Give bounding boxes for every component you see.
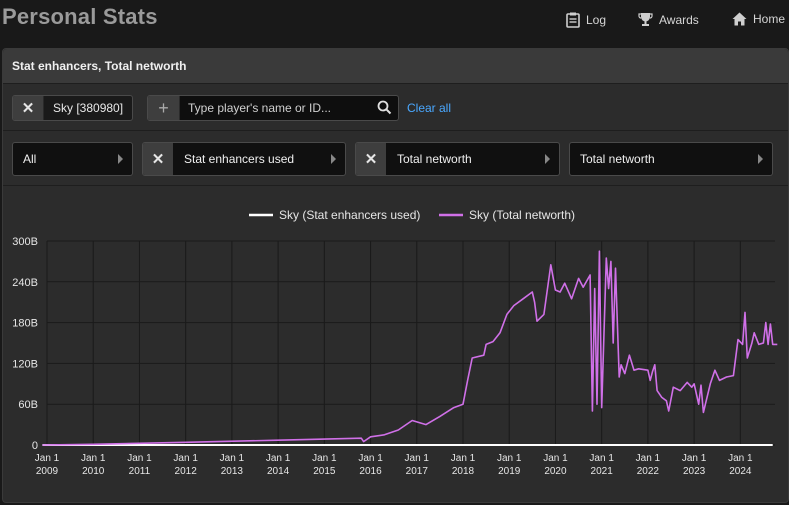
x-tick-label: Jan 1: [451, 453, 476, 464]
add-player-button[interactable]: +: [148, 96, 180, 120]
x-tick-label: 2013: [221, 466, 244, 477]
x-tick-label: Jan 1: [35, 453, 60, 464]
trophy-icon: [638, 13, 653, 26]
nav-home-label: Home: [753, 12, 786, 26]
page-title: Personal Stats: [2, 4, 158, 29]
filter-dropdown-stat-2[interactable]: ✕ Total networth: [355, 142, 560, 176]
x-tick-label: Jan 1: [220, 453, 245, 464]
x-tick-label: Jan 1: [728, 453, 753, 464]
y-tick-label: 300B: [12, 236, 38, 248]
x-tick-label: Jan 1: [543, 453, 568, 464]
nav-log-label: Log: [586, 13, 607, 27]
y-tick-label: 180B: [12, 318, 38, 330]
nav-log[interactable]: Log: [566, 12, 606, 28]
remove-stat-button[interactable]: ✕: [143, 143, 173, 175]
x-tick-label: Jan 1: [266, 453, 291, 464]
legend-label: Sky (Total networth): [469, 208, 575, 222]
remove-player-button[interactable]: ✕: [13, 96, 44, 120]
nav-home[interactable]: Home: [732, 12, 785, 26]
y-tick-label: 120B: [12, 358, 38, 370]
x-tick-label: 2012: [175, 466, 198, 477]
x-tick-label: Jan 1: [173, 453, 198, 464]
filter-dropdown-label: All: [23, 152, 37, 166]
x-tick-label: 2022: [637, 466, 660, 477]
x-tick-label: 2010: [82, 466, 105, 477]
filter-dropdown-category[interactable]: All: [12, 142, 133, 176]
nav-awards[interactable]: Awards: [638, 12, 699, 27]
chevron-right-icon: [545, 154, 550, 164]
search-icon[interactable]: [377, 100, 392, 115]
x-tick-label: 2011: [129, 466, 151, 477]
clear-all-link[interactable]: Clear all: [407, 101, 452, 115]
player-chip: ✕ Sky [380980]: [12, 95, 134, 121]
panel-title: Stat enhancers, Total networth: [12, 59, 187, 73]
x-tick-label: Jan 1: [497, 453, 522, 464]
filter-dropdown-stat-3[interactable]: Total networth: [569, 142, 773, 176]
home-icon: [732, 12, 747, 26]
filter-dropdown-label: Stat enhancers used: [184, 152, 295, 166]
x-tick-label: 2023: [683, 466, 706, 477]
divider: [3, 185, 788, 186]
x-tick-label: 2014: [267, 466, 290, 477]
filter-dropdown-label: Total networth: [580, 152, 655, 166]
y-tick-label: 0: [32, 440, 38, 452]
x-tick-label: 2017: [406, 466, 429, 477]
x-tick-label: 2020: [544, 466, 567, 477]
player-selector-row: ✕ Sky [380980] + Clear all: [3, 84, 788, 131]
x-tick-label: Jan 1: [312, 453, 337, 464]
y-tick-label: 240B: [12, 277, 38, 289]
panel-header: Stat enhancers, Total networth: [3, 49, 788, 84]
x-tick-label: 2021: [591, 466, 614, 477]
player-chip-label: Sky [380980]: [53, 101, 124, 115]
chevron-right-icon: [331, 154, 336, 164]
nav-awards-label: Awards: [659, 12, 699, 27]
x-tick-label: 2016: [359, 466, 382, 477]
log-icon: [566, 12, 580, 28]
chevron-right-icon: [758, 154, 763, 164]
series-line: [42, 250, 778, 446]
x-tick-label: 2015: [313, 466, 336, 477]
x-tick-label: 2018: [452, 466, 475, 477]
player-search: +: [147, 95, 399, 121]
filter-dropdown-label: Total networth: [397, 152, 472, 166]
chevron-right-icon: [118, 154, 123, 164]
x-tick-label: 2024: [729, 466, 752, 477]
y-tick-label: 60B: [18, 399, 38, 411]
filter-dropdown-stat-1[interactable]: ✕ Stat enhancers used: [142, 142, 346, 176]
x-tick-label: Jan 1: [589, 453, 614, 464]
remove-stat-button[interactable]: ✕: [356, 143, 386, 175]
plot-area: [47, 241, 775, 445]
x-tick-label: 2019: [498, 466, 521, 477]
x-tick-label: Jan 1: [405, 453, 430, 464]
top-bar: Personal Stats Log Awards Home: [0, 0, 789, 38]
x-tick-label: Jan 1: [127, 453, 152, 464]
x-tick-label: Jan 1: [682, 453, 707, 464]
player-search-input[interactable]: [188, 99, 363, 117]
x-tick-label: Jan 1: [81, 453, 106, 464]
legend-label: Sky (Stat enhancers used): [279, 208, 420, 222]
x-tick-label: Jan 1: [358, 453, 383, 464]
x-tick-label: 2009: [36, 466, 59, 477]
x-tick-label: Jan 1: [636, 453, 661, 464]
